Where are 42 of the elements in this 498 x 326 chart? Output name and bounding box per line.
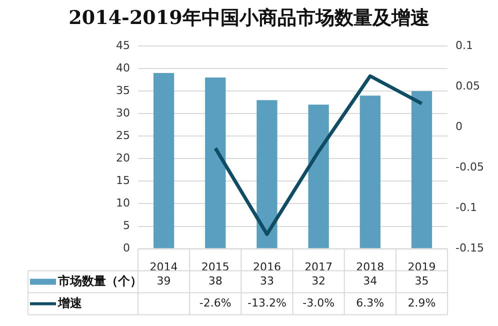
data-label: 6.3% bbox=[356, 296, 384, 310]
y2-tick-label: -0.05 bbox=[456, 160, 484, 174]
x-tick-label: 2019 bbox=[408, 260, 436, 274]
data-label: -3.0% bbox=[302, 296, 335, 310]
y-tick-label: 40 bbox=[116, 61, 130, 74]
data-label: 38 bbox=[208, 274, 222, 288]
y2-tick-label: -0.15 bbox=[456, 242, 484, 255]
y-tick-label: 25 bbox=[116, 128, 130, 142]
x-tick-label: 2016 bbox=[252, 260, 281, 274]
bar bbox=[256, 100, 278, 248]
data-label: 34 bbox=[363, 274, 378, 288]
y2-tick-label: 0.05 bbox=[456, 79, 480, 92]
y-tick-label: 45 bbox=[116, 38, 130, 52]
x-tick-label: 2018 bbox=[356, 260, 384, 274]
legend-label: 增速 bbox=[57, 296, 83, 310]
data-label: 35 bbox=[414, 274, 429, 288]
bar bbox=[153, 73, 174, 248]
bar bbox=[308, 104, 329, 248]
y2-tick-label: 0.1 bbox=[456, 38, 474, 52]
y-tick-label: 10 bbox=[116, 196, 130, 210]
y2-tick-label: 0 bbox=[456, 120, 463, 133]
legend-label: 市场数量（个） bbox=[57, 274, 142, 288]
data-label: -13.2% bbox=[248, 296, 286, 310]
y-tick-label: 15 bbox=[116, 174, 130, 188]
bar bbox=[360, 96, 380, 248]
x-tick-label: 2015 bbox=[201, 260, 230, 274]
chart-title: 2014-2019年中国小商品市场数量及增速 bbox=[68, 6, 430, 29]
bar bbox=[205, 78, 226, 248]
data-label: 2.9% bbox=[408, 296, 436, 310]
y-tick-label: 20 bbox=[116, 152, 130, 165]
x-tick-label: 2014 bbox=[150, 260, 178, 274]
y-tick-label: 30 bbox=[116, 106, 130, 120]
y-tick-label: 0 bbox=[122, 242, 130, 255]
y2-tick-label: -0.1 bbox=[456, 201, 478, 214]
data-label: 32 bbox=[312, 274, 326, 288]
x-tick-label: 2017 bbox=[304, 260, 333, 274]
bar bbox=[411, 91, 432, 248]
data-label: -2.6% bbox=[199, 296, 232, 310]
y-tick-label: 5 bbox=[122, 219, 130, 232]
y-tick-label: 35 bbox=[116, 84, 130, 97]
data-label: 39 bbox=[156, 274, 171, 288]
data-label: 33 bbox=[260, 274, 274, 288]
